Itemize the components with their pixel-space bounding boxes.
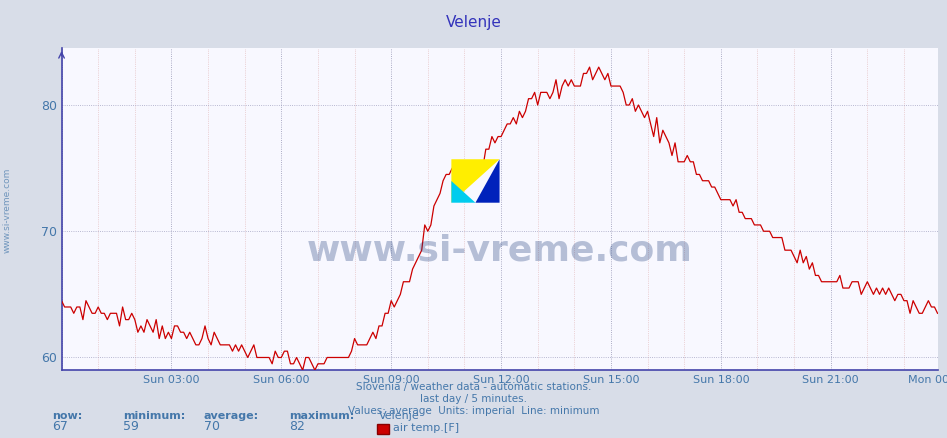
Text: last day / 5 minutes.: last day / 5 minutes. [420, 394, 527, 404]
Text: www.si-vreme.com: www.si-vreme.com [3, 168, 12, 253]
Text: 82: 82 [289, 420, 305, 433]
Polygon shape [452, 181, 475, 203]
Text: Velenje: Velenje [445, 15, 502, 30]
Text: 59: 59 [123, 420, 139, 433]
Polygon shape [452, 159, 500, 203]
Text: 67: 67 [52, 420, 68, 433]
Text: Values: average  Units: imperial  Line: minimum: Values: average Units: imperial Line: mi… [348, 406, 599, 417]
Text: minimum:: minimum: [123, 411, 186, 421]
Polygon shape [475, 159, 500, 203]
Text: 70: 70 [204, 420, 220, 433]
Text: www.si-vreme.com: www.si-vreme.com [307, 234, 692, 268]
Text: Slovenia / weather data - automatic stations.: Slovenia / weather data - automatic stat… [356, 382, 591, 392]
Text: average:: average: [204, 411, 259, 421]
Text: maximum:: maximum: [289, 411, 354, 421]
Text: now:: now: [52, 411, 82, 421]
Text: Velenje: Velenje [379, 411, 420, 421]
Text: air temp.[F]: air temp.[F] [393, 423, 459, 433]
